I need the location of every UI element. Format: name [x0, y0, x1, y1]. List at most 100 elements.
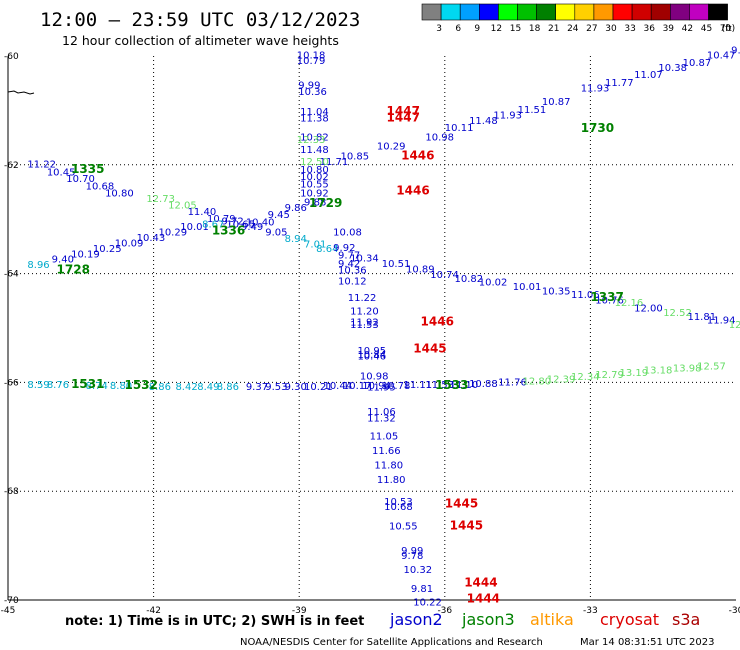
- x-tick-label: -30: [729, 606, 740, 616]
- wave-height-label: 10.43: [137, 233, 166, 244]
- x-tick-label: -39: [292, 606, 307, 616]
- wave-height-label: 9.40: [52, 255, 74, 266]
- color-bin: [498, 3, 518, 21]
- time-label: 1729: [309, 196, 342, 210]
- wave-height-label: 12.16: [615, 298, 644, 309]
- wave-height-label: 10.70: [66, 174, 95, 185]
- wave-height-label: 12.50: [300, 157, 329, 168]
- wave-height-label: 10.36: [298, 87, 327, 98]
- wave-height-label: 10.38: [658, 63, 687, 74]
- time-label: 1444: [464, 575, 497, 589]
- wave-height-label: 10.89: [406, 265, 435, 276]
- color-bin: [478, 3, 499, 21]
- y-tick-label: -66: [4, 378, 19, 388]
- satellite-jason2: jason2: [389, 610, 443, 629]
- plot-frame: [7, 56, 736, 601]
- wave-height-label: 11.80: [377, 475, 406, 486]
- color-bin: [459, 3, 480, 21]
- color-bin: [650, 3, 671, 21]
- wave-height-label: 11.32: [367, 414, 396, 425]
- wave-height-label: 9.45: [268, 210, 290, 221]
- wave-height-label: 10.98: [425, 132, 454, 143]
- wave-height-label: 11.07: [634, 70, 663, 81]
- wave-height-label: 11.66: [372, 446, 401, 457]
- wave-height-label: 10.80: [105, 188, 134, 199]
- wave-height-label: 11.10: [450, 380, 479, 391]
- wave-height-label: 10.19: [71, 249, 100, 260]
- time-label: 1447: [387, 110, 420, 124]
- wave-height-label: 10.68: [384, 502, 413, 513]
- coastline: [7, 90, 35, 95]
- wave-height-label: 10.36: [338, 266, 367, 277]
- time-label: 1533: [435, 378, 468, 392]
- wave-height-label: 10.02: [300, 172, 329, 183]
- wave-height-label: 11.81: [687, 312, 716, 323]
- color-bin-label: 39: [663, 24, 675, 34]
- wave-height-label: 11.51: [518, 105, 547, 116]
- y-tick-label: -68: [4, 487, 19, 497]
- wave-height-label: 10.79: [207, 214, 236, 225]
- wave-height-label: 10.80: [300, 165, 329, 176]
- time-label: 1446: [396, 184, 429, 198]
- wave-height-label: 10.95: [357, 346, 386, 357]
- wave-height-label: 11.53: [425, 380, 454, 391]
- time-labels: 1335 1730 1729 1336 1728 1337 1531 1532 1533 1447…: [57, 104, 624, 606]
- color-bin-label: 24: [567, 24, 579, 34]
- wave-height-label: 11.06: [367, 407, 396, 418]
- color-bin: [536, 3, 556, 21]
- y-tick-label: -60: [4, 52, 19, 62]
- time-label: 1730: [581, 121, 614, 135]
- color-bin: [555, 3, 576, 21]
- wave-height-label: 10.87: [542, 97, 571, 108]
- color-bin-label: 15: [510, 24, 521, 34]
- wave-height-label: 11.38: [300, 113, 329, 124]
- wave-height-label: 9.86: [285, 203, 307, 214]
- wave-height-label: 10.85: [340, 151, 369, 162]
- wave-height-label: 10.84: [357, 350, 386, 361]
- color-bin: [440, 3, 461, 21]
- wave-height-label: 10.65: [226, 219, 255, 230]
- wave-height-label: 10.32: [404, 565, 433, 576]
- time-label: 1531: [71, 377, 104, 391]
- wave-height-label: 10.21: [304, 382, 333, 393]
- satellite-s3a: s3a: [672, 610, 700, 629]
- wave-height-label: 8.96: [27, 260, 49, 271]
- wave-height-label: 9.49: [241, 222, 263, 233]
- wave-height-label: 12.05: [168, 200, 197, 211]
- color-bin: [517, 3, 537, 21]
- wave-height-label: 10.47: [707, 51, 736, 62]
- wave-height-label: 8.74: [86, 381, 108, 392]
- wave-height-label: 11.95: [367, 383, 396, 394]
- x-axis-ticks: -45 -42 -39 -36 -33 -30: [1, 606, 740, 616]
- wave-height-label: 10.53: [384, 497, 413, 508]
- wave-height-label: 13.98: [673, 364, 702, 375]
- wave-height-label: 9.42: [338, 259, 360, 270]
- color-bin: [708, 3, 728, 21]
- time-label: 1728: [57, 263, 90, 277]
- wave-height-label: 9.72: [222, 217, 244, 228]
- wave-height-label: 9.99: [298, 81, 320, 92]
- wave-height-label: 9.18: [731, 45, 740, 56]
- wave-height-label: 10.98: [360, 372, 389, 383]
- time-label: 1445: [450, 518, 483, 532]
- wave-height-label: 10.44: [323, 381, 352, 392]
- wave-height-label: 10.82: [455, 274, 484, 285]
- wave-height-label: 10.82: [300, 132, 329, 143]
- time-label: 1337: [590, 290, 623, 304]
- wave-height-label: 12.57: [697, 361, 726, 372]
- wave-height-label: 12.52: [663, 308, 692, 319]
- wave-height-label: 9.53: [265, 382, 287, 393]
- color-bin-label: 36: [643, 24, 655, 34]
- wave-height-label: 11.94: [707, 316, 736, 327]
- wave-height-label: 10.46: [357, 352, 386, 363]
- color-bin-label: 12: [491, 24, 502, 34]
- color-bin-label: 70: [720, 24, 732, 34]
- wave-height-label: 9.81: [411, 584, 433, 595]
- time-label: 1444: [467, 592, 500, 606]
- wave-height-label: 10.92: [300, 188, 329, 199]
- wave-height-label: 12.80: [729, 320, 740, 331]
- color-scale-legend: 3 6 9 12 15 18 21 24 27 30 33 36 39 42 45 70(ft): [421, 3, 735, 34]
- color-bin-label: 3: [436, 24, 442, 34]
- wave-height-label: 10.74: [430, 270, 459, 281]
